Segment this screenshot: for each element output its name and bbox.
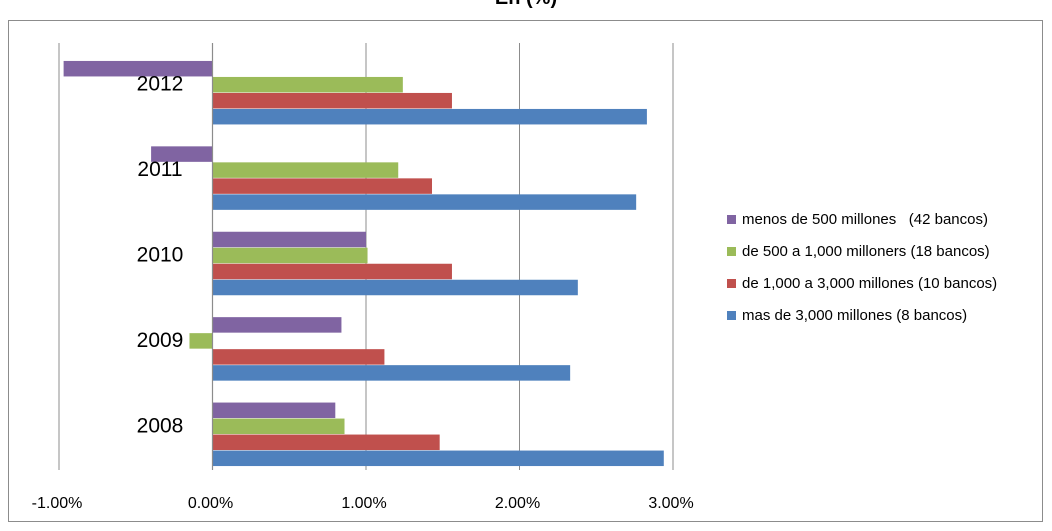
bar-2010-series-2 <box>212 247 368 264</box>
legend-label: de 500 a 1,000 milloners (18 bancos) <box>742 242 990 260</box>
legend-label: mas de 3,000 millones (8 bancos) <box>742 306 968 324</box>
legend-label: menos de 500 millones (42 bancos) <box>742 210 988 228</box>
bar-2012-series-1 <box>63 60 213 77</box>
bar-2012-series-4 <box>212 108 647 125</box>
chart-frame <box>8 20 1043 522</box>
x-tick-label: -1.00% <box>32 495 83 512</box>
bar-2008-series-1 <box>212 402 336 419</box>
legend-item: de 500 a 1,000 milloners (18 bancos) <box>727 235 997 267</box>
x-tick-label: 0.00% <box>188 495 233 512</box>
legend-swatch <box>727 310 736 320</box>
bar-2011-series-1 <box>151 146 213 162</box>
chart-title: En (%) <box>0 0 1052 10</box>
legend-swatch <box>727 246 736 256</box>
bar-2009-series-4 <box>212 365 571 381</box>
bar-2010-series-3 <box>212 263 452 280</box>
bar-2010-series-1 <box>212 231 366 248</box>
x-tick-label: 2.00% <box>495 495 540 512</box>
bar-2009-series-2 <box>189 333 213 349</box>
legend-item: de 1,000 a 3,000 millones (10 bancos) <box>727 267 997 299</box>
bar-2011-series-4 <box>212 194 637 210</box>
category-label: 2008 <box>137 414 184 437</box>
legend-label: de 1,000 a 3,000 millones (10 bancos) <box>742 274 998 292</box>
bar-2009-series-1 <box>212 317 342 333</box>
x-tick-label: 1.00% <box>341 495 386 512</box>
bar-2008-series-3 <box>212 434 440 451</box>
legend-swatch <box>727 214 736 224</box>
bar-2011-series-2 <box>212 162 399 178</box>
bar-2011-series-3 <box>212 178 433 194</box>
bar-2009-series-3 <box>212 349 385 365</box>
bar-2012-series-3 <box>212 92 452 109</box>
category-label: 2009 <box>137 329 184 352</box>
legend: menos de 500 millones (42 bancos) de 500 … <box>727 203 997 331</box>
bar-2010-series-4 <box>212 279 578 296</box>
category-label: 2010 <box>137 244 184 267</box>
x-tick-label: 3.00% <box>648 495 693 512</box>
legend-item: mas de 3,000 millones (8 bancos) <box>727 299 997 331</box>
bar-2008-series-4 <box>212 450 664 467</box>
legend-swatch <box>727 278 736 288</box>
bar-2012-series-2 <box>212 76 403 93</box>
category-label: 2012 <box>137 73 184 96</box>
category-label: 2011 <box>137 158 182 181</box>
bar-2008-series-2 <box>212 418 345 435</box>
legend-item: menos de 500 millones (42 bancos) <box>727 203 997 235</box>
